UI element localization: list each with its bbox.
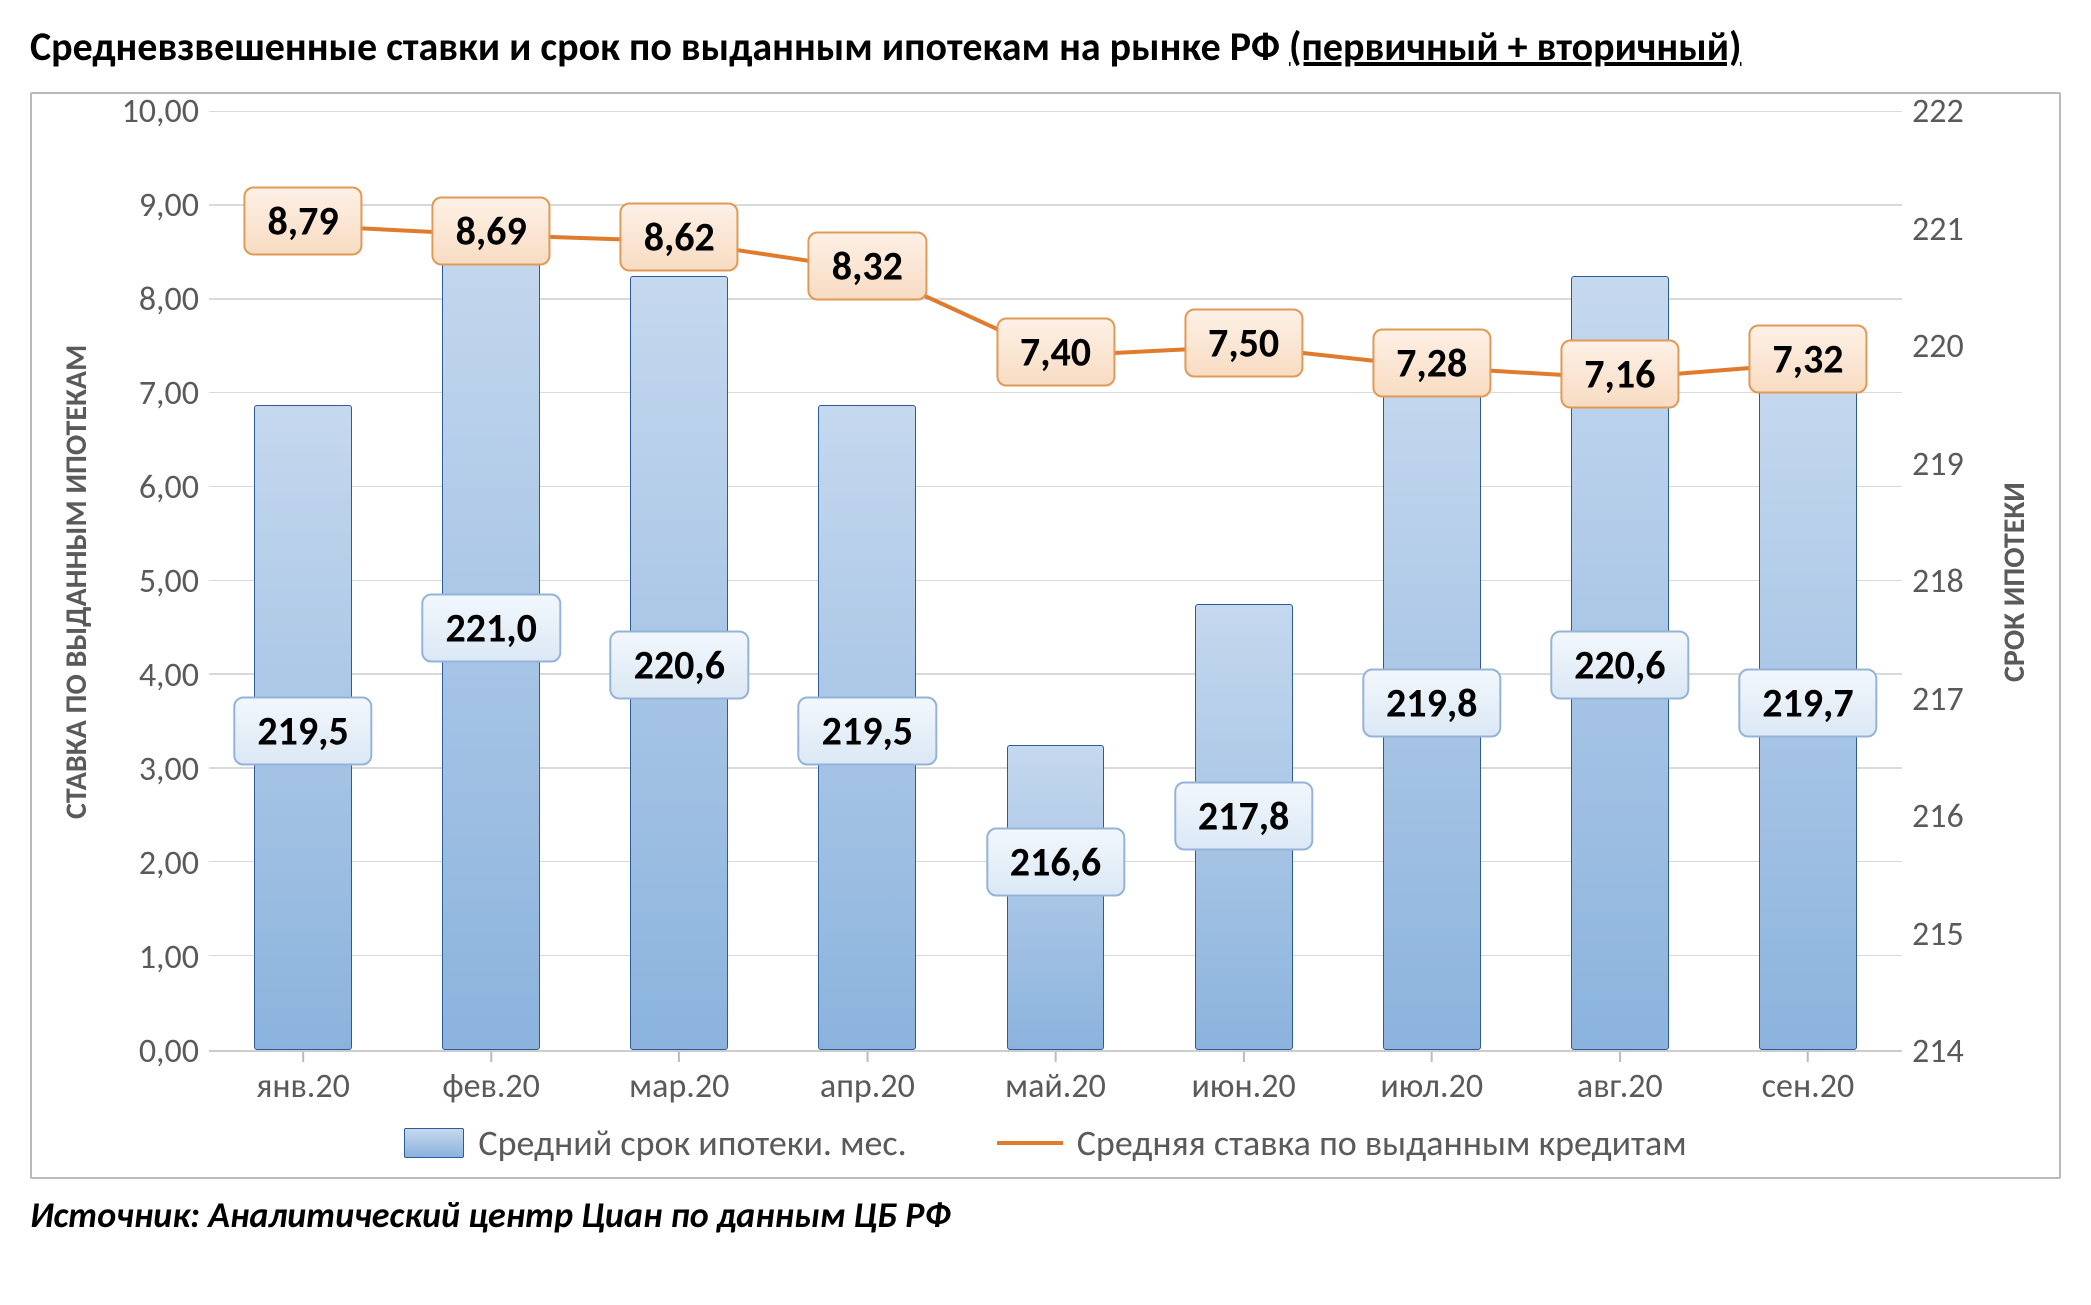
line-data-label: 7,40: [996, 317, 1115, 386]
chart-frame: СТАВКА ПО ВЫДАННЫМ ИПОТЕКАМ 10,009,008,0…: [30, 92, 2061, 1179]
line-data-label: 7,16: [1560, 340, 1679, 409]
bar-data-label: 221,0: [421, 593, 560, 662]
x-axis-tick: авг.20: [1577, 1066, 1663, 1107]
legend-item-line: Средняя ставка по выданным кредитам: [997, 1121, 1687, 1165]
x-axis-tick: янв.20: [256, 1066, 350, 1107]
y-axis-left-ticks: 10,009,008,007,006,005,004,003,002,001,0…: [99, 112, 209, 1052]
line-data-label: 8,79: [243, 187, 362, 256]
x-axis-tick: фев.20: [442, 1066, 539, 1107]
x-axis-tick: июн.20: [1192, 1066, 1296, 1107]
title-main: Средневзвешенные ставки и срок по выданн…: [30, 22, 1289, 71]
legend: Средний срок ипотеки. мес. Средняя ставк…: [54, 1121, 2037, 1165]
x-axis-tick: апр.20: [820, 1066, 915, 1107]
line-data-label: 8,69: [432, 196, 551, 265]
bar-data-label: 219,5: [233, 697, 372, 766]
line-data-label: 8,32: [808, 231, 927, 300]
chart-title: Средневзвешенные ставки и срок по выданн…: [30, 20, 2061, 74]
line-data-label: 7,32: [1748, 325, 1867, 394]
labels-layer: 219,5 221,0 220,6 219,5 216,6 217,8 219,8 220,6…: [209, 112, 1902, 1050]
y-axis-right-title: СРОК ИПОТЕКИ: [1992, 112, 2037, 1052]
x-axis-tick: мар.20: [629, 1066, 729, 1107]
bar-data-label: 220,6: [610, 631, 749, 700]
legend-swatch-line-icon: [997, 1141, 1063, 1145]
legend-item-bar: Средний срок ипотеки. мес.: [404, 1121, 906, 1165]
bar-data-label: 219,7: [1738, 668, 1877, 737]
chart-area: СТАВКА ПО ВЫДАННЫМ ИПОТЕКАМ 10,009,008,0…: [54, 112, 2037, 1052]
bar-data-label: 216,6: [986, 828, 1125, 897]
line-data-label: 8,62: [620, 203, 739, 272]
y-axis-right-ticks: 222221220219218217216215214: [1902, 112, 1992, 1052]
y-axis-left-title: СТАВКА ПО ВЫДАННЫМ ИПОТЕКАМ: [54, 112, 99, 1052]
x-axis-tick: сен.20: [1762, 1066, 1855, 1107]
bar-data-label: 219,5: [798, 697, 937, 766]
bar-data-label: 220,6: [1550, 631, 1689, 700]
line-data-label: 7,50: [1184, 308, 1303, 377]
bar-data-label: 219,8: [1362, 668, 1501, 737]
legend-label-bar: Средний срок ипотеки. мес.: [478, 1121, 906, 1165]
title-underlined: (первичный + вторичный): [1289, 22, 1741, 71]
bar-data-label: 217,8: [1174, 781, 1313, 850]
x-axis-tick: июл.20: [1380, 1066, 1483, 1107]
legend-swatch-bar-icon: [404, 1128, 464, 1158]
line-data-label: 7,28: [1372, 329, 1491, 398]
source-note: Источник: Аналитический центр Циан по да…: [30, 1193, 2061, 1237]
plot-area: 219,5 221,0 220,6 219,5 216,6 217,8 219,8 220,6…: [209, 112, 1902, 1052]
legend-label-line: Средняя ставка по выданным кредитам: [1077, 1121, 1687, 1165]
x-axis-tick: май.20: [1005, 1066, 1106, 1107]
